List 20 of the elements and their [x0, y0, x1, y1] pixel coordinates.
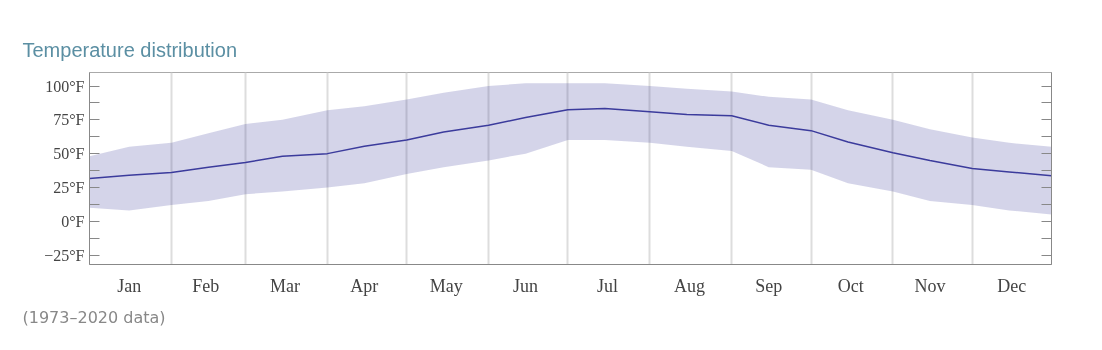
x-tick-label: Apr — [350, 275, 379, 296]
x-tick-label: Nov — [914, 275, 946, 296]
x-tick-label: Oct — [837, 275, 864, 296]
y-tick-label: 0°F — [61, 212, 85, 230]
x-tick-label: Sep — [755, 275, 783, 296]
y-tick-label: −25°F — [44, 246, 85, 264]
x-tick-label: Jan — [117, 275, 142, 296]
x-tick-label: Jun — [513, 275, 539, 296]
x-tick-label: Feb — [192, 275, 220, 296]
text: (1973–2020 data) — [22, 307, 166, 327]
y-tick-label: 100°F — [45, 77, 85, 95]
chart-title: Temperature distribution — [22, 38, 238, 61]
x-tick-label: Aug — [673, 275, 705, 296]
y-tick-label: 75°F — [53, 111, 85, 129]
y-tick-label: 25°F — [53, 178, 85, 196]
x-tick-label: Dec — [997, 275, 1027, 296]
x-tick-label: May — [429, 275, 463, 296]
x-tick-label: Jul — [597, 275, 619, 296]
y-tick-label: 50°F — [53, 145, 85, 163]
x-tick-label: Mar — [270, 275, 301, 296]
